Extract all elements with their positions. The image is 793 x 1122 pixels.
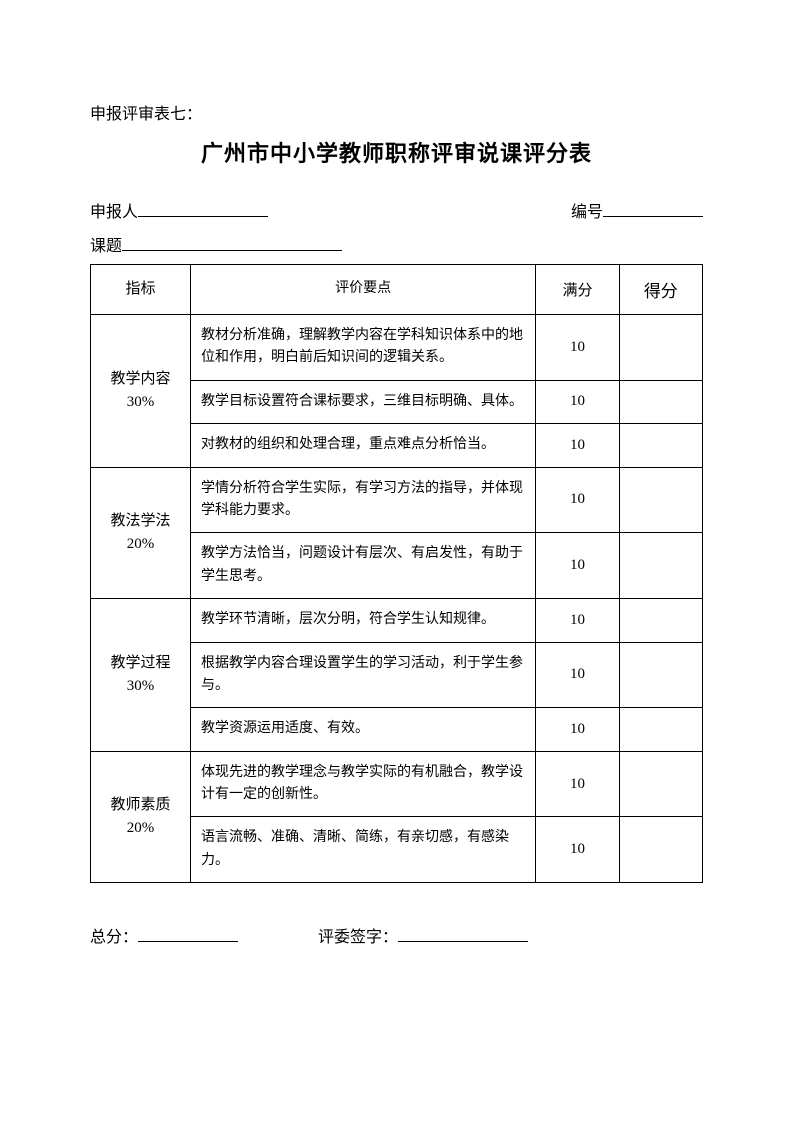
score-cell	[619, 817, 702, 883]
indicator-cell: 教学内容30%	[91, 315, 191, 468]
full-score-cell: 10	[536, 467, 619, 533]
main-title: 广州市中小学教师职称评审说课评分表	[90, 136, 703, 168]
info-row-1: 申报人 编号	[90, 198, 703, 222]
full-score-cell: 10	[536, 599, 619, 642]
criteria-cell: 体现先进的教学理念与教学实际的有机融合，教学设计有一定的创新性。	[191, 751, 536, 817]
table-header-row: 指标 评价要点 满分 得分	[91, 265, 703, 315]
indicator-weight: 30%	[91, 391, 190, 414]
serial-number-field: 编号	[571, 198, 703, 222]
criteria-cell: 教学环节清晰，层次分明，符合学生认知规律。	[191, 599, 536, 642]
judge-signature-underline	[398, 924, 528, 942]
full-score-cell: 10	[536, 533, 619, 599]
criteria-cell: 教学目标设置符合课标要求，三维目标明确、具体。	[191, 380, 536, 423]
serial-number-underline	[603, 199, 703, 217]
applicant-label: 申报人	[90, 198, 138, 222]
criteria-cell: 学情分析符合学生实际，有学习方法的指导，并体现学科能力要求。	[191, 467, 536, 533]
table-row: 教师素质20%体现先进的教学理念与教学实际的有机融合，教学设计有一定的创新性。1…	[91, 751, 703, 817]
full-score-cell: 10	[536, 315, 619, 381]
indicator-weight: 30%	[91, 675, 190, 698]
score-cell	[619, 751, 702, 817]
full-score-cell: 10	[536, 642, 619, 708]
topic-row: 课题	[90, 232, 703, 256]
indicator-name: 教学过程	[91, 652, 190, 675]
table-row: 教学过程30%教学环节清晰，层次分明，符合学生认知规律。10	[91, 599, 703, 642]
criteria-cell: 教学资源运用适度、有效。	[191, 708, 536, 751]
full-score-cell: 10	[536, 708, 619, 751]
score-cell	[619, 424, 702, 467]
header-full-score: 满分	[536, 265, 619, 315]
full-score-cell: 10	[536, 380, 619, 423]
applicant-underline	[138, 199, 268, 217]
indicator-cell: 教师素质20%	[91, 751, 191, 883]
criteria-cell: 教学方法恰当，问题设计有层次、有启发性，有助于学生思考。	[191, 533, 536, 599]
evaluation-table: 指标 评价要点 满分 得分 教学内容30%教材分析准确，理解教学内容在学科知识体…	[90, 264, 703, 883]
topic-label: 课题	[90, 232, 122, 256]
indicator-weight: 20%	[91, 533, 190, 556]
score-cell	[619, 467, 702, 533]
judge-signature-field: 评委签字：	[318, 923, 528, 947]
score-cell	[619, 380, 702, 423]
indicator-name: 教师素质	[91, 794, 190, 817]
total-score-label: 总分：	[90, 923, 138, 947]
full-score-cell: 10	[536, 817, 619, 883]
indicator-cell: 教学过程30%	[91, 599, 191, 752]
applicant-field: 申报人	[90, 198, 571, 222]
full-score-cell: 10	[536, 751, 619, 817]
score-cell	[619, 642, 702, 708]
indicator-cell: 教法学法20%	[91, 467, 191, 599]
footer-row: 总分： 评委签字：	[90, 923, 703, 947]
score-cell	[619, 533, 702, 599]
indicator-name: 教学内容	[91, 368, 190, 391]
serial-number-label: 编号	[571, 198, 603, 222]
score-cell	[619, 708, 702, 751]
criteria-cell: 教材分析准确，理解教学内容在学科知识体系中的地位和作用，明白前后知识间的逻辑关系…	[191, 315, 536, 381]
criteria-cell: 语言流畅、准确、清晰、简练，有亲切感，有感染力。	[191, 817, 536, 883]
score-cell	[619, 315, 702, 381]
total-score-underline	[138, 924, 238, 942]
criteria-cell: 根据教学内容合理设置学生的学习活动，利于学生参与。	[191, 642, 536, 708]
score-cell	[619, 599, 702, 642]
indicator-weight: 20%	[91, 817, 190, 840]
table-row: 教学内容30%教材分析准确，理解教学内容在学科知识体系中的地位和作用，明白前后知…	[91, 315, 703, 381]
judge-signature-label: 评委签字：	[318, 923, 398, 947]
table-row: 教法学法20%学情分析符合学生实际，有学习方法的指导，并体现学科能力要求。10	[91, 467, 703, 533]
indicator-name: 教法学法	[91, 510, 190, 533]
header-criteria: 评价要点	[191, 265, 536, 315]
criteria-cell: 对教材的组织和处理合理，重点难点分析恰当。	[191, 424, 536, 467]
full-score-cell: 10	[536, 424, 619, 467]
table-body: 教学内容30%教材分析准确，理解教学内容在学科知识体系中的地位和作用，明白前后知…	[91, 315, 703, 883]
header-indicator: 指标	[91, 265, 191, 315]
total-score-field: 总分：	[90, 923, 238, 947]
form-number-label: 申报评审表七：	[90, 100, 703, 124]
header-score: 得分	[619, 265, 702, 315]
topic-underline	[122, 233, 342, 251]
